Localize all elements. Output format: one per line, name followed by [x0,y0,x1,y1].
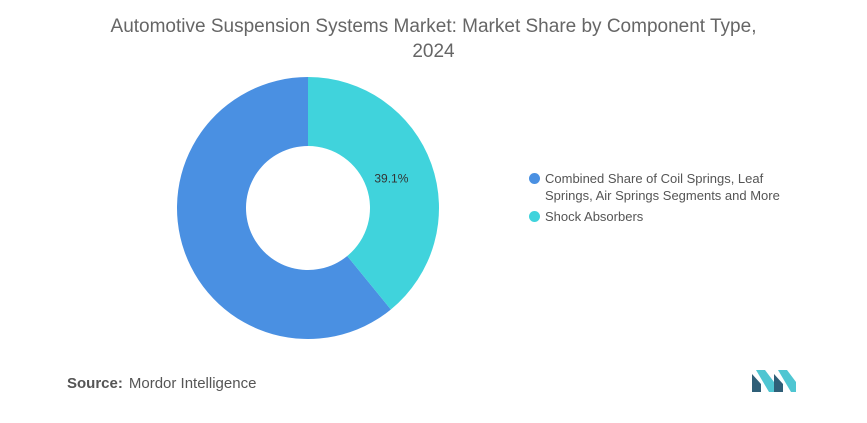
legend-label-combined-share-line-2: Springs, Air Springs Segments and More [545,188,780,203]
legend-swatch-combined-share [529,173,540,184]
chart-title: Automotive Suspension Systems Market: Ma… [0,14,867,64]
source-text: Mordor Intelligence [128,375,257,392]
mordor-intelligence-logo-icon [752,370,796,392]
donut-slice-combined-share [177,77,391,340]
legend-label-combined-share-line-1: Combined Share of Coil Springs, Leaf [545,171,764,186]
chart-title-line-1: Automotive Suspension Systems Market: Ma… [110,16,757,37]
legend-item-shock-absorbers: Shock Absorbers [529,208,819,225]
chart-legend: Combined Share of Coil Springs, Leaf Spr… [529,170,819,229]
source-note: Source: Mordor Intelligence [67,375,256,392]
data-label-shock-absorbers: 39.1% [374,171,408,185]
donut-slice-shock-absorbers [308,77,440,310]
legend-item-combined-share: Combined Share of Coil Springs, Leaf Spr… [529,170,819,204]
legend-swatch-shock-absorbers [529,211,540,222]
source-label: Source: [67,375,123,392]
chart-title-line-2: 2024 [412,41,455,62]
legend-label-shock-absorbers: Shock Absorbers [545,209,644,224]
